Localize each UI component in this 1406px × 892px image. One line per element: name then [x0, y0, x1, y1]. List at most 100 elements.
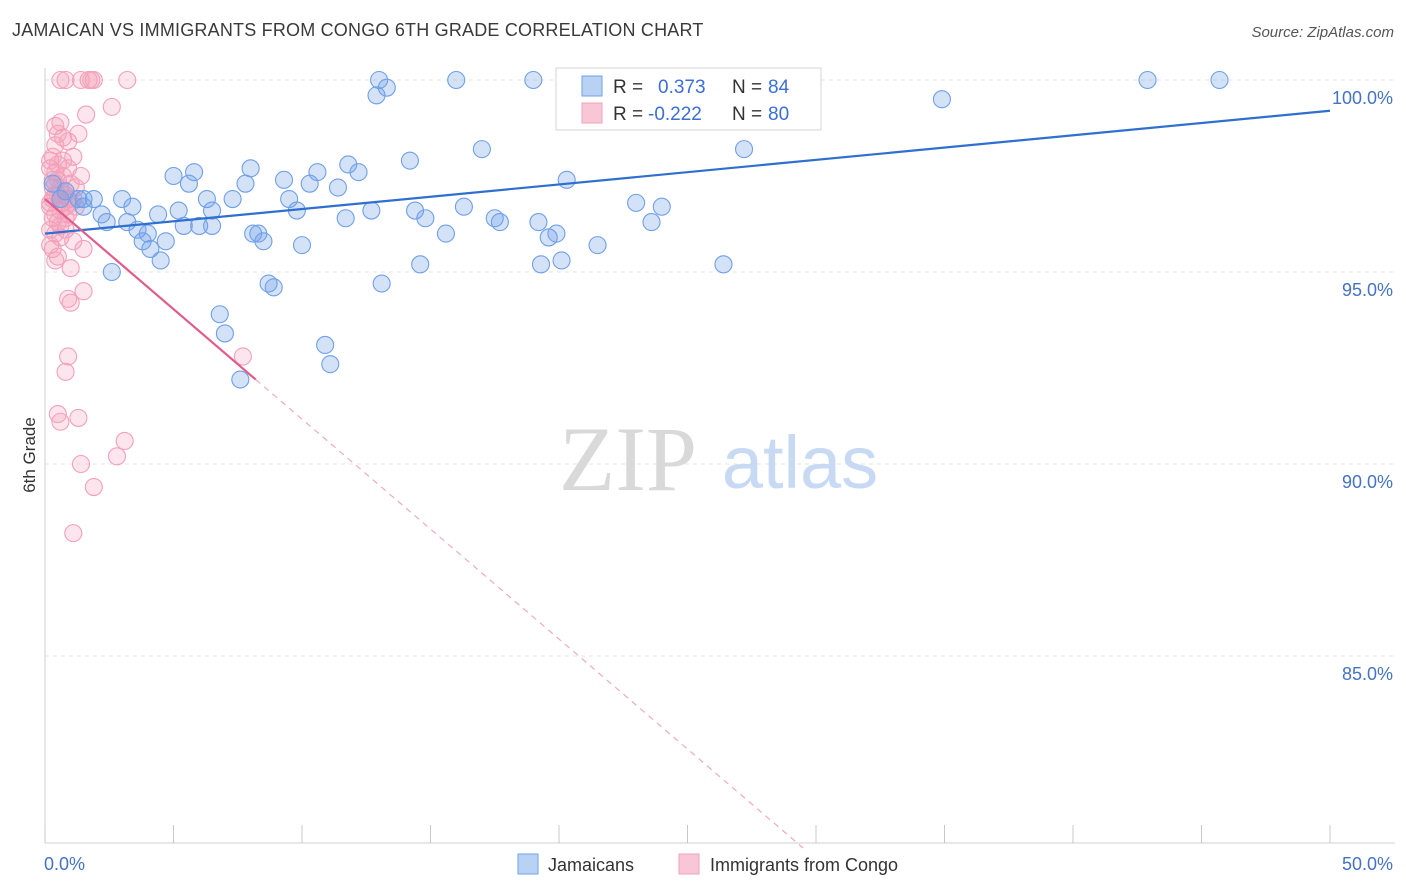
jamaican-point-54: [416, 209, 435, 228]
congo-point-69: [41, 236, 60, 255]
congo-point-57: [56, 362, 75, 381]
legend-swatch-congo: [581, 102, 603, 124]
jamaican-point-24: [210, 305, 229, 324]
jamaican-point-83: [203, 216, 222, 235]
jamaican-point-2: [74, 189, 93, 209]
congo-point-52: [74, 239, 93, 259]
congo-point-41: [56, 70, 75, 90]
congo-point-55: [74, 282, 93, 301]
jamaican-point-13: [149, 205, 168, 224]
jamaican-point-70: [642, 213, 661, 232]
source-credit: Source: ZipAtlas.com: [1251, 24, 1394, 41]
x-tick-label-0: 0.0%: [44, 854, 85, 874]
chart-title: JAMAICAN VS IMMIGRANTS FROM CONGO 6TH GR…: [12, 20, 704, 40]
y-tick-label-1: 95.0%: [1342, 280, 1393, 300]
jamaican-point-78: [69, 189, 88, 209]
jamaican-point-43: [336, 209, 355, 228]
jamaican-point-71: [652, 197, 671, 216]
jamaican-point-62: [529, 213, 548, 232]
legend-r-value-2: -0.222: [648, 104, 702, 125]
bottom-legend-swatch-jamaicans: [517, 853, 539, 875]
bottom-legend-jamaicans: Jamaicans: [548, 855, 634, 875]
trend-lines: [44, 109, 1331, 849]
watermark: ZIP atlas: [559, 408, 878, 510]
jamaican-point-14: [151, 251, 170, 270]
series-jamaicans-points: [43, 70, 1229, 389]
jamaican-point-52: [406, 201, 425, 220]
jamaican-point-63: [531, 255, 551, 274]
bottom-legend-congo: Immigrants from Congo: [710, 855, 898, 875]
jamaican-point-17: [169, 201, 188, 220]
congo-point-64: [71, 454, 91, 474]
legend-r-label-1: R =: [613, 77, 643, 98]
congo-point-60: [51, 412, 70, 431]
jamaican-point-73: [714, 255, 733, 274]
jamaican-point-56: [447, 70, 466, 90]
congo-point-65: [84, 477, 103, 497]
congo-point-33: [64, 147, 83, 166]
jamaican-point-44: [339, 155, 358, 174]
jamaican-point-45: [349, 163, 368, 182]
jamaican-point-75: [932, 90, 951, 109]
jamaican-point-47: [372, 274, 391, 293]
jamaican-point-48: [367, 86, 386, 105]
congo-point-40: [51, 70, 70, 90]
jamaican-point-39: [308, 163, 327, 182]
jamaican-point-33: [264, 278, 283, 297]
x-tick-labels: 0.0% 50.0%: [44, 854, 1393, 874]
congo-point-48: [77, 105, 96, 124]
legend-swatch-jamaicans: [581, 75, 603, 97]
axes: [44, 68, 1395, 844]
series-congo-points: [41, 70, 252, 543]
jamaican-point-79: [43, 174, 62, 193]
jamaican-point-15: [156, 232, 175, 251]
legend-n-label-1: N =: [732, 77, 762, 98]
jamaican-point-58: [472, 140, 491, 159]
trend-line-congo: [44, 198, 257, 381]
jamaican-point-60: [490, 213, 509, 232]
trend-line-jamaicans: [44, 109, 1331, 235]
jamaican-point-82: [138, 224, 157, 243]
jamaican-point-20: [185, 163, 204, 182]
congo-point-56: [59, 347, 78, 366]
bottom-legend-swatch-congo: [678, 853, 700, 875]
x-tick-label-1: 50.0%: [1342, 854, 1393, 874]
legend-r-label-2: R =: [613, 104, 643, 125]
jamaican-point-51: [400, 151, 419, 170]
jamaican-point-50: [377, 78, 396, 97]
y-axis-title: 6th Grade: [20, 417, 39, 493]
jamaican-point-55: [436, 224, 455, 243]
jamaican-point-61: [524, 70, 543, 90]
congo-point-58: [233, 347, 252, 366]
legend-n-value-1: 84: [768, 77, 790, 98]
jamaican-point-22: [197, 189, 216, 209]
congo-point-63: [107, 447, 127, 466]
jamaican-point-19: [179, 174, 198, 193]
jamaican-point-76: [1138, 70, 1157, 90]
jamaican-point-26: [223, 189, 242, 209]
jamaican-point-41: [321, 355, 340, 374]
congo-point-34: [71, 166, 91, 186]
y-tick-label-2: 90.0%: [1342, 472, 1393, 492]
jamaican-point-67: [557, 170, 576, 189]
jamaican-point-9: [123, 197, 142, 216]
legend-n-value-2: 80: [768, 104, 789, 125]
jamaican-point-57: [454, 197, 473, 216]
jamaican-point-40: [316, 335, 335, 355]
congo-point-47: [102, 97, 121, 116]
jamaican-point-31: [254, 232, 273, 251]
jamaican-point-77: [1210, 70, 1229, 90]
congo-point-51: [61, 259, 80, 278]
jamaican-point-3: [84, 189, 103, 209]
jamaican-point-37: [292, 236, 312, 255]
jamaican-point-21: [190, 216, 209, 235]
y-tick-label-0: 100.0%: [1332, 88, 1393, 108]
jamaican-point-16: [164, 166, 183, 186]
jamaican-point-80: [102, 262, 121, 282]
congo-point-54: [61, 293, 80, 312]
jamaican-point-49: [370, 70, 389, 90]
legend-box: R = 0.373 N = 84 R = -0.222 N = 80: [555, 67, 822, 131]
congo-point-61: [69, 408, 88, 427]
legend-r-value-1: 0.373: [658, 77, 706, 98]
